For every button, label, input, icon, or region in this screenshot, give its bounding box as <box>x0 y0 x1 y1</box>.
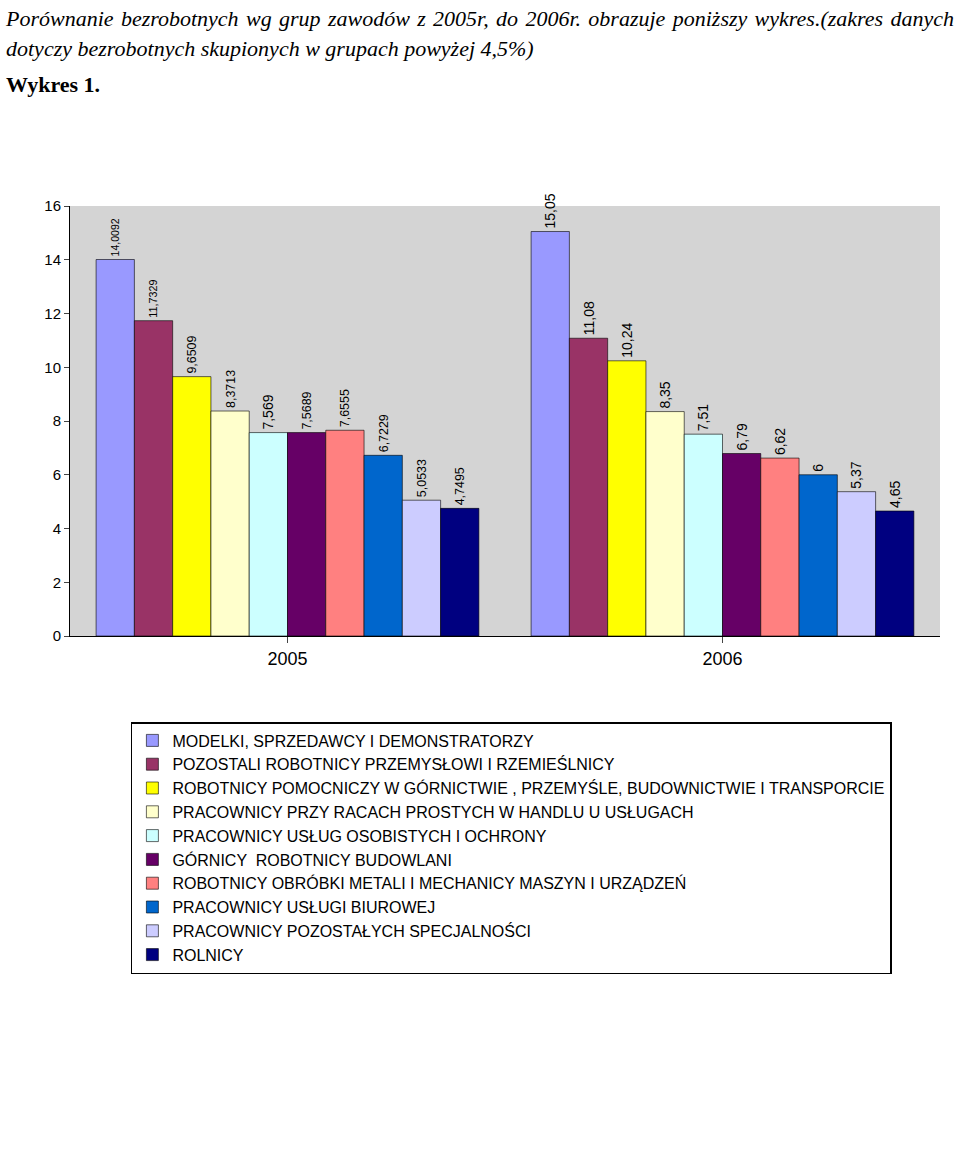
svg-text:7,569: 7,569 <box>260 394 276 429</box>
svg-text:6: 6 <box>53 466 61 483</box>
svg-text:2005: 2005 <box>267 649 307 669</box>
svg-text:8,35: 8,35 <box>657 381 673 408</box>
svg-text:PRACOWNICY USŁUGI BIUROWEJ: PRACOWNICY USŁUGI BIUROWEJ <box>172 899 435 916</box>
svg-text:12: 12 <box>44 305 61 322</box>
svg-text:POZOSTALI ROBOTNICY PRZEMYSŁOW: POZOSTALI ROBOTNICY PRZEMYSŁOWI I RZEMIE… <box>172 755 614 773</box>
svg-text:14,0092: 14,0092 <box>109 218 121 256</box>
svg-text:6: 6 <box>810 464 826 472</box>
svg-text:2: 2 <box>53 574 61 591</box>
svg-text:6,62: 6,62 <box>772 428 788 455</box>
svg-text:ROBOTNICY POMOCNICZY W GÓRNICT: ROBOTNICY POMOCNICZY W GÓRNICTWIE , PRZE… <box>172 779 884 797</box>
svg-text:14: 14 <box>44 251 61 268</box>
svg-text:6,7229: 6,7229 <box>377 414 391 452</box>
svg-text:8: 8 <box>53 412 61 429</box>
svg-text:5,37: 5,37 <box>848 461 864 488</box>
svg-text:GÓRNICY ROBOTNICY BUDOWLANI: GÓRNICY ROBOTNICY BUDOWLANI <box>172 851 451 869</box>
svg-text:4,65: 4,65 <box>887 481 903 508</box>
svg-text:10: 10 <box>44 359 61 376</box>
svg-text:2006: 2006 <box>702 649 742 669</box>
svg-text:11,08: 11,08 <box>581 301 597 335</box>
svg-text:ROLNICY: ROLNICY <box>172 947 243 964</box>
html-text:Wykres 1.: Wykres 1. <box>6 72 101 97</box>
svg-text:5,0533: 5,0533 <box>415 459 429 497</box>
svg-text:7,6555: 7,6555 <box>338 389 352 427</box>
svg-text:6,79: 6,79 <box>734 423 750 450</box>
svg-text:9,6509: 9,6509 <box>185 335 199 373</box>
html-text:Porównanie bezrobotnych wg gru: Porównanie bezrobotnych wg grup zawodów … <box>6 6 954 61</box>
svg-text:PRACOWNICY POZOSTAŁYCH SPECJAL: PRACOWNICY POZOSTAŁYCH SPECJALNOŚCI <box>172 922 531 940</box>
svg-text:4,7495: 4,7495 <box>453 467 467 505</box>
svg-text:ROBOTNICY OBRÓBKI METALI I MEC: ROBOTNICY OBRÓBKI METALI I MECHANICY MAS… <box>172 874 686 892</box>
svg-text:MODELKI, SPRZEDAWCY I DEMONSTR: MODELKI, SPRZEDAWCY I DEMONSTRATORZY <box>172 733 534 750</box>
svg-text:11,7329: 11,7329 <box>147 280 159 318</box>
svg-text:PRACOWNICY PRZY RACACH PROSTYC: PRACOWNICY PRZY RACACH PROSTYCH W HANDLU… <box>172 804 693 821</box>
svg-text:16: 16 <box>44 197 61 214</box>
svg-text:10,24: 10,24 <box>619 323 635 358</box>
svg-text:0: 0 <box>53 627 61 644</box>
svg-text:7,51: 7,51 <box>695 404 711 431</box>
svg-text:7,5689: 7,5689 <box>300 391 314 429</box>
svg-text:PRACOWNICY USŁUG OSOBISTYCH I: PRACOWNICY USŁUG OSOBISTYCH I OCHRONY <box>172 828 546 845</box>
svg-text:8,3713: 8,3713 <box>224 370 238 408</box>
svg-text:4: 4 <box>53 520 61 537</box>
svg-text:15,05: 15,05 <box>542 193 558 228</box>
